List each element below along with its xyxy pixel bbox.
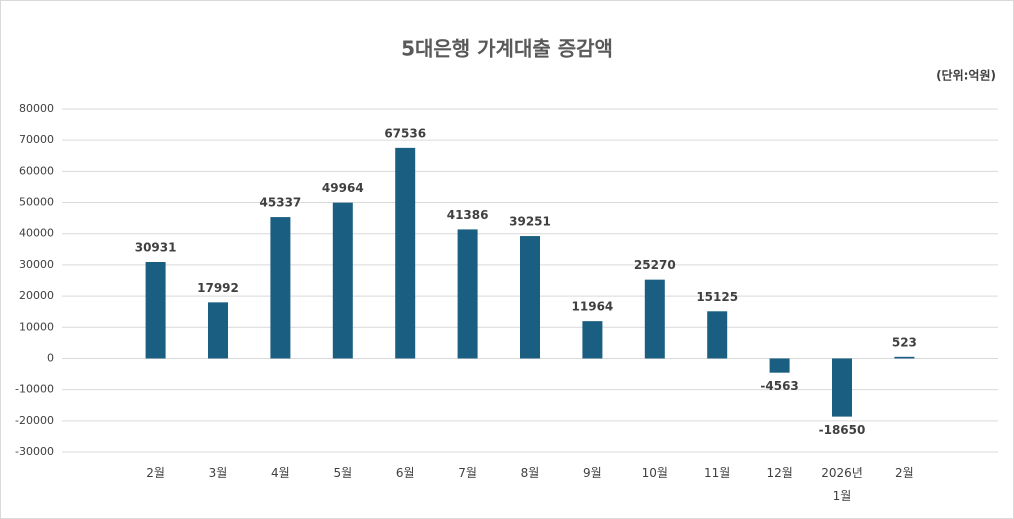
bar — [520, 236, 540, 359]
y-tick-label: 70000 — [19, 133, 54, 146]
bar — [208, 302, 228, 359]
chart-title: 5대은행 가계대출 증감액 — [401, 37, 613, 61]
data-label: 67536 — [384, 126, 426, 140]
x-tick-label: 4월 — [271, 466, 290, 480]
unit-label: (단위:억원) — [936, 68, 996, 83]
data-label: 17992 — [197, 281, 239, 295]
data-label: 41386 — [447, 208, 489, 222]
data-label: -4563 — [760, 379, 798, 393]
y-tick-label: 0 — [47, 351, 54, 364]
bar — [395, 147, 416, 359]
y-tick-label: -10000 — [15, 383, 54, 396]
y-tick-label: 30000 — [19, 258, 54, 271]
data-label: 11964 — [572, 300, 614, 314]
data-label: -18650 — [819, 423, 866, 437]
data-label: 30931 — [135, 241, 177, 255]
y-tick-label: -20000 — [15, 414, 54, 427]
y-tick-label: 50000 — [19, 196, 54, 209]
y-tick-label: 80000 — [19, 102, 54, 115]
x-tick-label: 2월 — [895, 466, 914, 480]
data-label: 25270 — [634, 258, 676, 272]
data-label: 15125 — [696, 290, 738, 304]
x-tick-label: 6월 — [395, 466, 415, 480]
x-tick-label: 9월 — [583, 466, 602, 480]
bar — [270, 217, 291, 359]
bar — [894, 356, 915, 359]
y-tick-label: 20000 — [19, 289, 54, 302]
y-tick-label: 10000 — [19, 320, 54, 333]
y-tick-label: 40000 — [19, 227, 54, 240]
data-label: 523 — [892, 335, 917, 349]
data-label: 39251 — [509, 215, 551, 229]
bar — [457, 229, 478, 359]
data-label: 49964 — [322, 181, 364, 195]
x-tick-label: 7월 — [458, 466, 477, 480]
x-tick-label: 10월 — [641, 466, 668, 480]
bar — [582, 321, 603, 359]
bar — [707, 311, 728, 359]
bar — [644, 279, 665, 359]
bar — [145, 262, 166, 359]
bar — [769, 358, 790, 373]
bar — [332, 202, 353, 359]
x-tick-label: 8월 — [520, 466, 540, 480]
x-tick-label: 2026년 1월 — [821, 466, 863, 503]
x-tick-label: 5월 — [333, 466, 353, 480]
x-tick-label: 11월 — [704, 466, 731, 480]
y-tick-label: 60000 — [19, 164, 54, 177]
x-tick-label: 12월 — [766, 466, 793, 480]
y-tick-label: -30000 — [15, 445, 54, 458]
bar — [832, 358, 852, 417]
x-tick-label: 3월 — [208, 466, 228, 480]
data-label: 45337 — [260, 196, 302, 210]
x-tick-label: 2월 — [146, 466, 165, 480]
